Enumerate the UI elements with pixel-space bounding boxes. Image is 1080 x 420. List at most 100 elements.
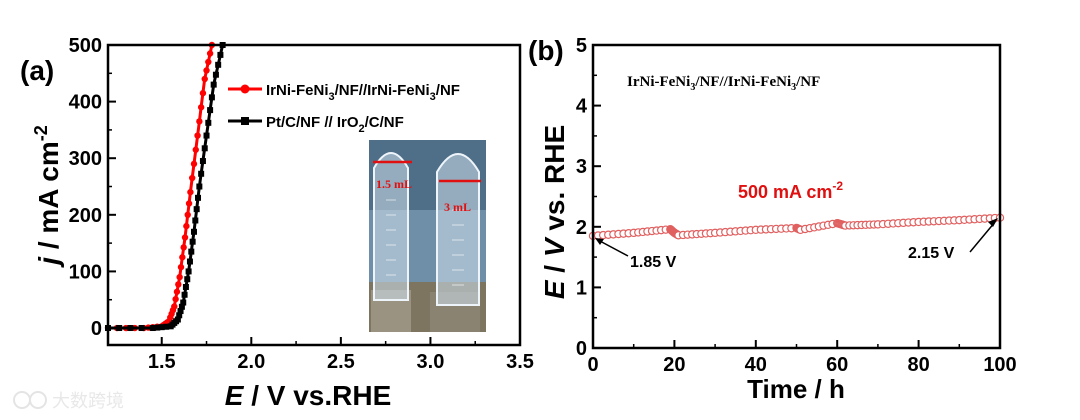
a-series-1-point <box>116 325 123 332</box>
inset-photo: 1.5 mL 3 mL <box>369 140 486 332</box>
annotation-arrow-start <box>597 239 629 257</box>
a-ytick-label: 200 <box>69 205 102 227</box>
a-series-0-point <box>183 222 190 230</box>
a-series-1-point <box>190 228 197 235</box>
a-series-1-point <box>207 107 214 114</box>
b-ytick-label: 0 <box>576 338 587 360</box>
a-series-1-point <box>189 238 196 245</box>
a-series-0-point <box>187 188 194 196</box>
a-ytick-label: 500 <box>69 35 102 57</box>
a-xtick-label: 3.0 <box>417 351 445 373</box>
b-ytick-label: 2 <box>576 217 587 239</box>
a-series-0-point <box>176 273 183 281</box>
b-xtick-label: 40 <box>745 354 767 376</box>
annotation-arrowhead-end <box>988 218 998 227</box>
a-series-1-point <box>193 206 200 213</box>
a-xtick-label: 3.5 <box>506 351 534 373</box>
tube-right <box>436 153 480 306</box>
a-series-1-point <box>182 283 189 290</box>
panel-b-annotations: 1.85 V 2.15 V <box>595 218 998 271</box>
a-series-0-point <box>185 200 193 207</box>
a-xtick-label: 1.5 <box>148 351 176 373</box>
a-series-1-point <box>212 71 219 78</box>
a-series-0-point <box>203 67 210 74</box>
a-series-0-point <box>197 104 205 111</box>
a-ytick-label: 100 <box>69 261 102 283</box>
a-series-0-point <box>184 211 191 219</box>
panel-b-xlabel: Time / h <box>747 374 845 404</box>
watermark-logo-icon <box>13 391 31 409</box>
tube-graduations <box>386 199 464 286</box>
panel-b-plot-area <box>588 213 1005 241</box>
watermark: 大数跨境 <box>13 391 124 412</box>
panel-b-ylabel: E / V vs. RHE <box>539 125 570 299</box>
a-series-1-point <box>198 170 205 177</box>
panel-b-current-label: 500 mA cm-2 <box>738 179 843 202</box>
annotation-arrow-end <box>969 221 996 253</box>
a-series-0-point <box>177 263 185 271</box>
a-series-1-line <box>108 44 225 330</box>
panel-a-legend: IrNi-FeNi3/NF//IrNi-FeNi3/NF Pt/C/NF // … <box>228 82 460 135</box>
panel-b-label: (b) <box>528 35 564 66</box>
b-ytick-label: 4 <box>576 96 588 118</box>
a-series-1-point <box>215 61 222 68</box>
a-series-0-point <box>199 89 207 97</box>
a-series-1-point <box>178 303 185 310</box>
a-series-1-point <box>208 94 215 101</box>
annotation-start-value: 1.85 V <box>630 254 677 271</box>
a-series-1-point <box>210 81 217 88</box>
a-series-1-point <box>177 308 184 315</box>
a-series-0-point <box>188 174 196 182</box>
a-series-1-point <box>199 158 206 165</box>
b-ytick-label: 3 <box>576 156 587 178</box>
a-series-0-point <box>173 288 181 295</box>
a-series-1-point <box>192 217 199 224</box>
legend-entry-irni: IrNi-FeNi3/NF//IrNi-FeNi3/NF <box>228 82 460 103</box>
b-ytick-label: 5 <box>576 35 587 57</box>
inset-label-right: 3 mL <box>444 200 471 214</box>
a-series-1-point <box>203 132 210 139</box>
a-series-0-point <box>190 160 198 168</box>
annotation-end-value: 2.15 V <box>908 245 955 262</box>
a-series-0-point <box>181 234 189 241</box>
panel-b: (b) 0 20 40 60 80 100 0 1 2 3 4 5 E / V vs. RHE Tim… <box>528 35 1017 404</box>
b-xtick-label: 20 <box>663 354 685 376</box>
panel-a-label: (a) <box>20 55 54 86</box>
legend-label-ptc: Pt/C/NF // IrO2/C/NF <box>266 114 404 135</box>
a-series-1-point <box>163 323 170 330</box>
a-xtick-label: 2.0 <box>237 351 265 373</box>
a-series-1-point <box>205 119 212 126</box>
a-ytick-label: 400 <box>69 92 102 114</box>
a-ytick-label: 0 <box>91 318 102 340</box>
a-series-0-point <box>206 50 214 57</box>
panel-b-title: IrNi-FeNi3/NF//IrNi-FeNi3/NF <box>627 74 820 93</box>
a-series-1-point <box>196 183 203 190</box>
a-series-1-point <box>185 268 192 275</box>
a-series-1-point <box>217 51 224 58</box>
legend-entry-ptc: Pt/C/NF // IrO2/C/NF <box>228 114 404 135</box>
a-series-1-point <box>201 145 208 152</box>
a-ytick-label: 300 <box>69 148 102 170</box>
legend-marker-square <box>241 117 249 125</box>
b-xtick-label: 60 <box>826 354 848 376</box>
inset-label-left: 1.5 mL <box>376 177 412 191</box>
a-series-1-point <box>186 258 193 265</box>
a-series-1-point <box>181 291 188 298</box>
panel-a: (a) 1.5 2.0 2.5 3.0 3.5 0 100 200 300 400 500 j / … <box>20 35 534 411</box>
watermark-text: 大数跨境 <box>52 391 124 412</box>
annotation-arrowhead-start <box>595 238 604 245</box>
a-series-1-point <box>184 276 191 283</box>
a-series-1-point <box>127 325 134 332</box>
a-series-0-point <box>194 132 201 139</box>
a-series-0-point <box>201 75 208 83</box>
a-series-0-line <box>108 44 214 330</box>
b-xtick-label: 0 <box>587 354 598 376</box>
a-xtick-label: 2.5 <box>327 351 355 373</box>
legend-marker-circle <box>240 84 250 94</box>
a-series-0-point <box>171 303 178 310</box>
panel-a-plot-area <box>104 41 226 332</box>
panel-b-ticks: 0 20 40 60 80 100 0 1 2 3 4 5 <box>576 35 1017 376</box>
panel-a-frame <box>106 43 522 347</box>
b-xtick-label: 80 <box>907 354 929 376</box>
